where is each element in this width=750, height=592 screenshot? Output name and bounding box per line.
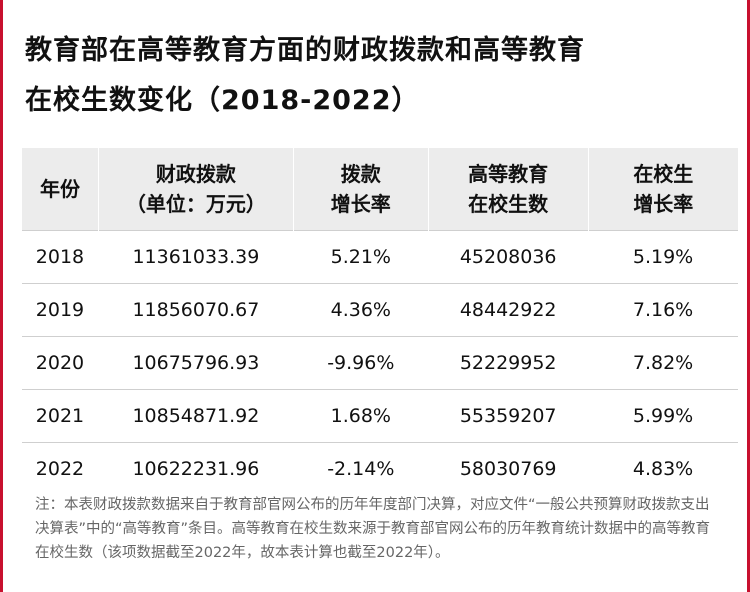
table-cell: 4.83%: [588, 442, 738, 495]
table-cell: 11856070.67: [98, 283, 294, 337]
header-text: 在校生数: [468, 192, 549, 216]
header-cell: 财政拨款 （单位：万元）: [97, 148, 294, 231]
table-cell: 4.36%: [293, 283, 429, 337]
table-cell: -2.14%: [293, 442, 429, 495]
header-cell: 高等教育 在校生数: [427, 148, 589, 231]
table-row: 2018 11361033.39 5.21% 45208036 5.19%: [21, 230, 738, 284]
header-text: 拨款: [340, 162, 381, 186]
table-cell: 2020: [21, 336, 99, 390]
table-cell: 7.82%: [588, 336, 738, 390]
table-cell: 10675796.93: [98, 336, 294, 390]
table-cell: 58030769: [428, 442, 589, 495]
table-row: 2021 10854871.92 1.68% 55359207 5.99%: [21, 389, 738, 443]
header-text: 财政拨款: [155, 162, 236, 186]
title-line: 在校生数变化（2018-2022）: [25, 85, 420, 116]
table-row: 2019 11856070.67 4.36% 48442922 7.16%: [21, 283, 738, 337]
title: 教育部在高等教育方面的财政拨款和高等教育 在校生数变化（2018-2022）: [25, 26, 585, 126]
header-text: 年份: [39, 177, 80, 201]
note: 注：本表财政拨款数据来自于教育部官网公布的历年年度部门决算，对应文件“一般公共预…: [35, 497, 711, 561]
table-body: 2018 11361033.39 5.21% 45208036 5.19% 2019 118…: [21, 230, 738, 495]
table-cell: 45208036: [428, 230, 589, 284]
header-cell: 年份: [21, 148, 99, 231]
header-text: （单位：万元）: [125, 192, 266, 216]
table-cell: 5.21%: [293, 230, 429, 284]
table-cell: 7.16%: [588, 283, 738, 337]
table-cell: -9.96%: [293, 336, 429, 390]
data-table: 年份 财政拨款 （单位：万元） 拨款 增长率 高等教育 在校生数 在校生 增长率 2018 113…: [21, 148, 738, 495]
header-cell: 在校生 增长率: [587, 148, 738, 231]
header-text: 增长率: [330, 192, 391, 216]
table-cell: 11361033.39: [98, 230, 294, 284]
header-text: 在校生: [633, 162, 694, 186]
header-row: 年份 财政拨款 （单位：万元） 拨款 增长率 高等教育 在校生数 在校生 增长率: [21, 148, 738, 231]
title-line: 教育部在高等教育方面的财政拨款和高等教育: [25, 35, 585, 66]
header-text: 高等教育: [468, 162, 549, 186]
table-cell: 2019: [21, 283, 99, 337]
table-cell: 55359207: [428, 389, 589, 443]
table-cell: 5.99%: [588, 389, 738, 443]
table-cell: 52229952: [428, 336, 589, 390]
header-text: 增长率: [633, 192, 694, 216]
table-row: 2020 10675796.93 -9.96% 52229952 7.82%: [21, 336, 738, 390]
table-cell: 2021: [21, 389, 99, 443]
table-cell: 1.68%: [293, 389, 429, 443]
table-row: 2022 10622231.96 -2.14% 58030769 4.83%: [21, 442, 738, 495]
table-cell: 2018: [21, 230, 99, 284]
header-cell: 拨款 增长率: [292, 148, 429, 231]
table-cell: 10854871.92: [98, 389, 294, 443]
table-cell: 48442922: [428, 283, 589, 337]
table-cell: 5.19%: [588, 230, 738, 284]
table-cell: 10622231.96: [98, 442, 294, 495]
table-cell: 2022: [21, 442, 99, 495]
